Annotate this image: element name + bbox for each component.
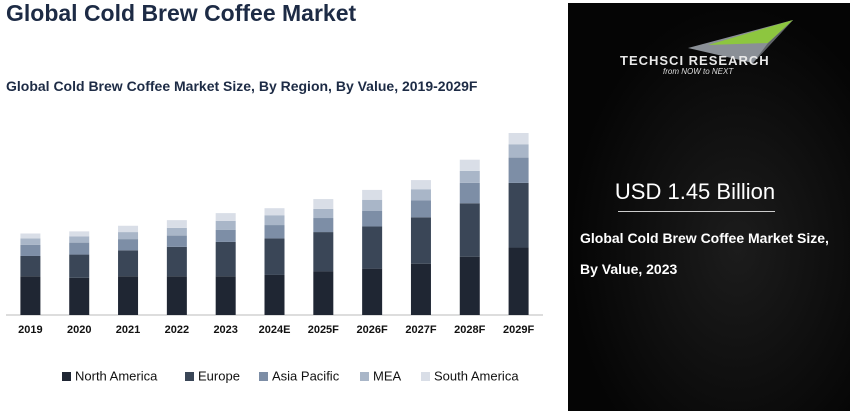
bar-segment [69,236,90,243]
bar-segment [215,220,236,230]
legend-label: North America [75,368,158,383]
bar-segment [508,133,529,145]
bar-segment [362,211,383,227]
bar-segment [313,271,334,315]
info-panel: TECHSCI RESEARCH from NOW to NEXT USD 1.… [568,3,850,411]
x-tick-label: 2022 [165,324,189,336]
bar-segment [264,238,285,275]
bar-segment [508,157,529,183]
bar-segment [508,182,529,248]
bar-segment [410,200,431,218]
legend-label: South America [434,368,519,383]
bar-segment [69,254,90,278]
legend-swatch [421,372,430,381]
bar-segment [459,203,480,257]
bar-segment [264,225,285,239]
bar-segment [118,239,139,251]
brand-name: TECHSCI RESEARCH [620,53,770,68]
x-tick-label: 2023 [213,324,237,336]
bar-segment [20,233,41,239]
x-tick-label: 2028F [454,324,485,336]
chart: 2019 2020 2021 2022 2023 2024E 2025F 2026F 2027F… [6,133,543,383]
bar-segment [166,227,187,236]
bar-segment [20,238,41,245]
bar-segment [69,277,90,315]
bar-segment [459,182,480,204]
bar-segment [20,255,41,277]
legend-label: Europe [198,368,240,383]
bar-segment [362,268,383,315]
bar-segment [410,180,431,190]
bar-segment [313,232,334,272]
bar-segment [410,189,431,201]
bar-segment [215,229,236,242]
bar-segment [166,235,187,247]
bar-segment [313,208,334,219]
x-tick-label: 2020 [67,324,91,336]
bar-segment [313,218,334,233]
bar-segment [69,242,90,255]
brand-tagline: from NOW to NEXT [663,67,734,76]
legend-label: MEA [373,368,402,383]
headline-value: USD 1.45 Billion [614,179,776,204]
bar-segment [264,208,285,216]
bar-segment [410,217,431,264]
bar-segment [20,276,41,315]
bar-segment [410,263,431,315]
x-tick-label: 2019 [18,324,42,336]
logo [688,20,793,63]
bar-segment [264,215,285,226]
bar-segment [362,199,383,211]
bar-segment [459,159,480,171]
legend-swatch [360,372,369,381]
bar-segment [362,226,383,269]
legend-label: Asia Pacific [272,368,340,383]
x-tick-label: 2029F [503,324,534,336]
bar-segment [215,213,236,221]
bar-segment [459,256,480,315]
x-tick-label: 2021 [116,324,140,336]
x-tick-label: 2025F [308,324,339,336]
chart-title: Global Cold Brew Coffee Market Size, By … [6,78,478,94]
bar-segment [20,244,41,256]
bar-segment [166,246,187,277]
bar-segment [362,189,383,200]
bar-segment [69,231,90,237]
bar-segment [215,276,236,315]
x-tick-label: 2024E [259,324,291,336]
bar-segment [508,247,529,315]
bar-segment [508,144,529,158]
page-title: Global Cold Brew Coffee Market [6,0,357,26]
legend-swatch [185,372,194,381]
legend-swatch [62,372,71,381]
bar-segment [166,276,187,315]
legend-swatch [259,372,268,381]
divider [618,211,775,212]
x-tick-label: 2027F [405,324,436,336]
bar-segment [118,276,139,315]
bar-segment [118,232,139,240]
headline-caption: Global Cold Brew Coffee Market Size, By … [580,230,829,277]
bar-segment [118,225,139,233]
bar-segment [313,199,334,209]
bar-segment [264,274,285,315]
bar-segment [118,250,139,277]
x-tick-label: 2026F [357,324,388,336]
bar-segment [215,241,236,277]
bar-segment [166,220,187,228]
bar-segment [459,170,480,183]
